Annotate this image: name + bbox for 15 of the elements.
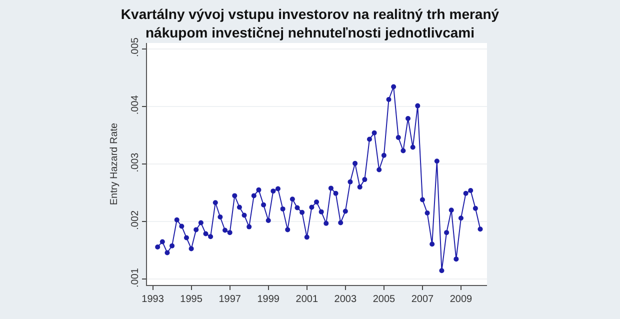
y-axis-title: Entry Hazard Rate [109,122,120,206]
x-tick-label: 2003 [334,294,357,305]
x-tick-label: 2007 [411,294,434,305]
y-tick-label: .005 [130,37,141,57]
x-tick-label: 1997 [218,294,242,305]
x-tick-label: 2009 [450,294,473,305]
x-tick-label: 2001 [296,294,318,305]
x-tick-label: 1993 [142,294,164,305]
y-tick-label: .001 [130,268,141,288]
y-tick-label: .003 [130,152,141,172]
x-tick-label: 1999 [257,294,280,305]
y-tick-label: .002 [130,210,141,230]
x-tick-label: 1995 [180,294,203,305]
y-tick-label: .004 [130,94,141,115]
x-tick-label: 2005 [372,294,396,305]
